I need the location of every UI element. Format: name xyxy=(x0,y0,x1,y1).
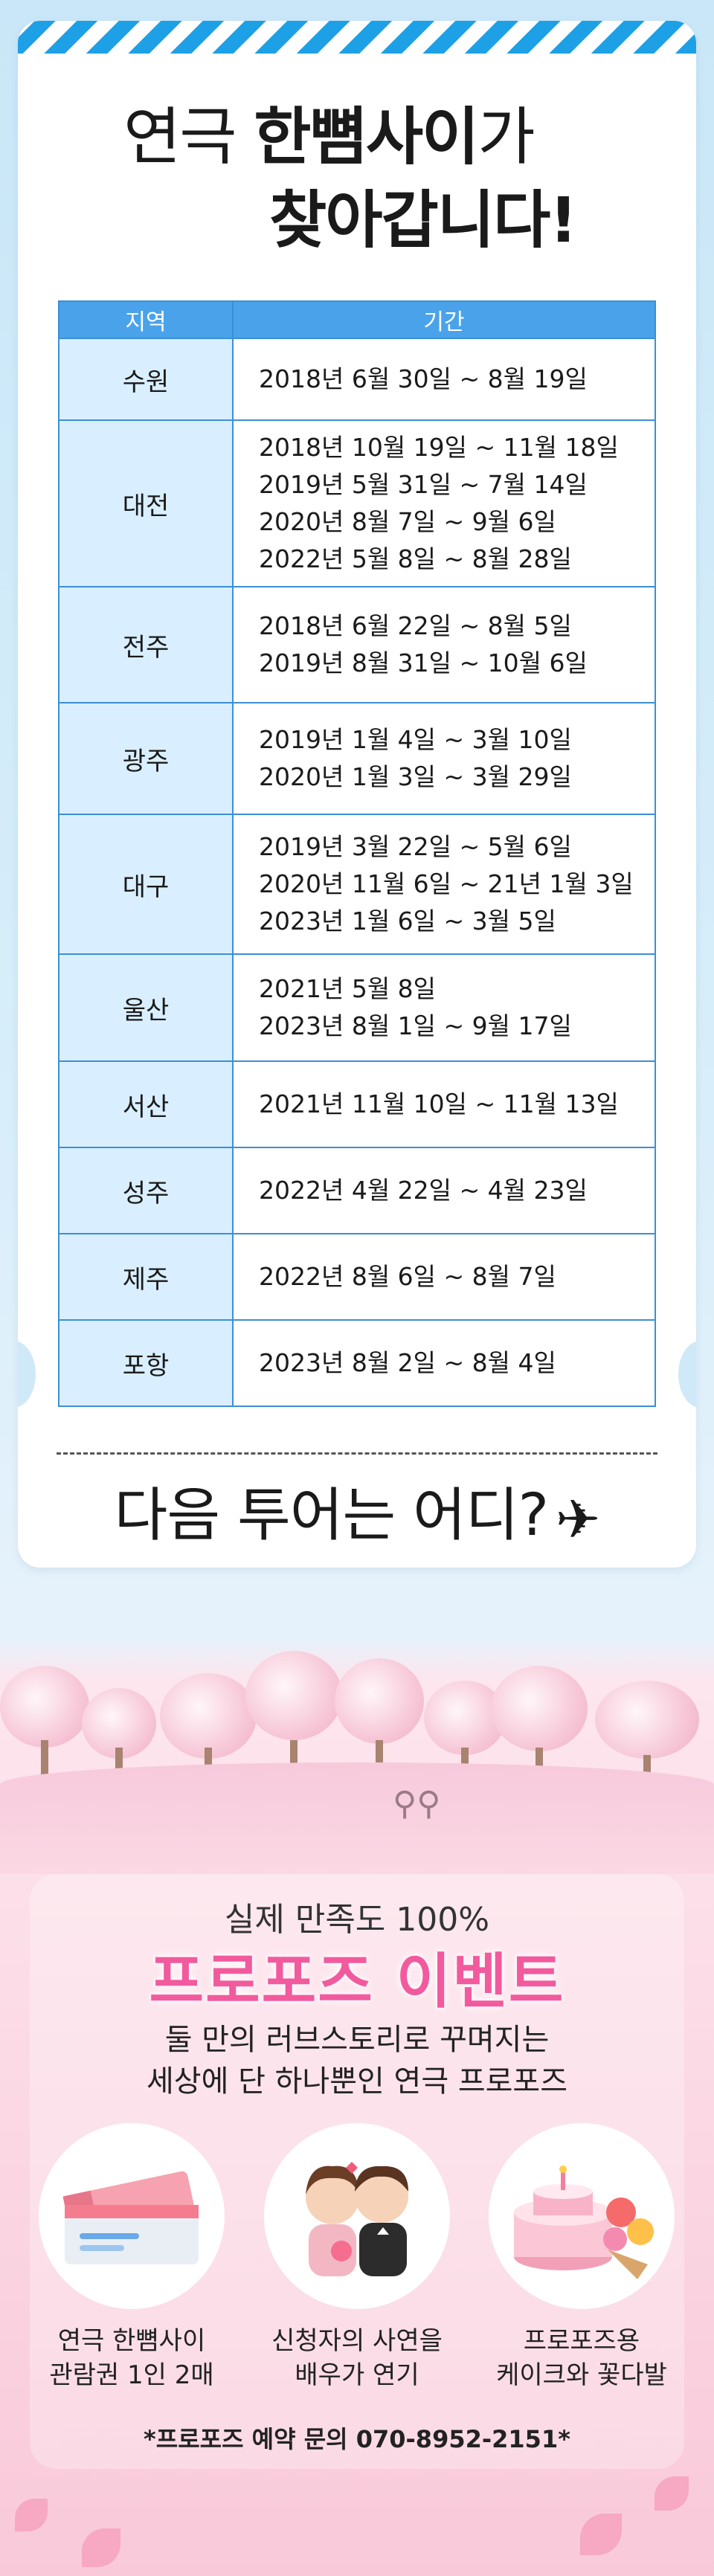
period-cell: 2018년 6월 30일 ~ 8월 19일 xyxy=(232,338,656,421)
blossom-tree xyxy=(0,1666,89,1792)
period-line: 2019년 8월 31일 ~ 10월 6일 xyxy=(259,648,588,677)
table-row: 제주 2022년 8월 6일 ~ 8월 7일 xyxy=(58,1233,656,1321)
region-cell: 성주 xyxy=(58,1147,234,1234)
period-cell: 2021년 11월 10일 ~ 11월 13일 xyxy=(232,1060,656,1148)
couple-icon xyxy=(264,2123,450,2309)
dashed-divider xyxy=(57,1452,657,1455)
event-title: 프로포즈 이벤트 xyxy=(149,1947,565,2016)
table-row: 전주 2018년 6월 22일 ~ 8월 5일 2019년 8월 31일 ~ 10월… xyxy=(58,586,656,703)
table-row: 서산 2021년 11월 10일 ~ 11월 13일 xyxy=(58,1060,656,1148)
event-description: 둘 만의 러브스토리로 꾸며지는 세상에 단 하나뿐인 연극 프로포즈 xyxy=(0,2019,714,2102)
next-tour-text: 다음 투어는 어디? xyxy=(114,1482,549,1549)
table-row: 울산 2021년 5월 8일 2023년 8월 1일 ~ 9월 17일 xyxy=(58,953,656,1062)
table-row: 수원 2018년 6월 30일 ~ 8월 19일 xyxy=(58,338,656,421)
period-line: 2020년 11월 6일 ~ 21년 1월 3일 xyxy=(259,869,634,898)
benefit-line1: 프로포즈용 xyxy=(523,2326,640,2356)
petal-decoration xyxy=(15,2499,48,2531)
event-subtitle: 실제 만족도 100% xyxy=(224,1901,490,1939)
petal-decoration xyxy=(654,2476,689,2511)
bicycle-icon: ⚲⚲ xyxy=(393,1785,441,1823)
title-line2: 찾아갑니다! xyxy=(269,184,578,257)
period-line: 2022년 8월 6일 ~ 8월 7일 xyxy=(259,1262,556,1291)
ticket-stripe-border xyxy=(18,21,696,54)
period-cell: 2018년 6월 22일 ~ 8월 5일 2019년 8월 31일 ~ 10월 6… xyxy=(232,586,656,703)
region-cell: 수원 xyxy=(58,338,234,421)
table-row: 대전 2018년 10월 19일 ~ 11월 18일 2019년 5월 31일 ~ … xyxy=(58,419,656,587)
blossom-tree xyxy=(595,1681,699,1807)
event-desc-line2: 세상에 단 하나뿐인 연극 프로포즈 xyxy=(146,2064,568,2099)
benefit-line2: 배우가 연기 xyxy=(295,2360,419,2390)
region-cell: 울산 xyxy=(58,953,234,1062)
tour-table-body: 수원 2018년 6월 30일 ~ 8월 19일 대전 2018년 10월 19일 ~… xyxy=(58,338,656,1407)
table-row: 성주 2022년 4월 22일 ~ 4월 23일 xyxy=(58,1147,656,1234)
tour-ticket-card: 연극 한뼘사이가 찾아갑니다! 지역 기간 수원 2018년 6월 30일 ~ 8… xyxy=(18,21,696,1568)
title-highlight: 한뼘사이 xyxy=(254,100,479,173)
period-line: 2018년 6월 22일 ~ 8월 5일 xyxy=(259,611,572,640)
period-line: 2022년 4월 22일 ~ 4월 23일 xyxy=(259,1176,588,1205)
period-line: 2021년 11월 10일 ~ 11월 13일 xyxy=(259,1089,619,1118)
period-line: 2020년 1월 3일 ~ 3월 29일 xyxy=(259,762,572,791)
petal-decoration xyxy=(82,2528,120,2567)
header-period: 기간 xyxy=(232,300,656,339)
period-line: 2023년 8월 1일 ~ 9월 17일 xyxy=(259,1011,572,1040)
ticket-notch-right xyxy=(678,1341,696,1408)
region-cell: 포항 xyxy=(58,1319,234,1407)
period-line: 2019년 5월 31일 ~ 7월 14일 xyxy=(259,470,588,499)
period-line: 2019년 1월 4일 ~ 3월 10일 xyxy=(259,725,572,754)
period-line: 2023년 8월 2일 ~ 8월 4일 xyxy=(259,1348,556,1377)
title-suffix: 가 xyxy=(477,100,535,173)
ticket-icon xyxy=(39,2123,225,2309)
period-line: 2019년 3월 22일 ~ 5월 6일 xyxy=(259,832,572,861)
petal-decoration xyxy=(580,2514,622,2555)
cherry-blossom-scene xyxy=(0,1643,714,1896)
pink-ground xyxy=(0,1762,714,1874)
region-cell: 대전 xyxy=(58,419,234,587)
region-cell: 제주 xyxy=(58,1233,234,1321)
region-cell: 대구 xyxy=(58,814,234,955)
benefit-label-cake: 프로포즈용 케이크와 꽃다발 xyxy=(470,2324,693,2392)
region-cell: 서산 xyxy=(58,1060,234,1148)
cake-flowers-icon xyxy=(489,2123,675,2309)
period-cell: 2022년 8월 6일 ~ 8월 7일 xyxy=(232,1233,656,1321)
period-line: 2018년 10월 19일 ~ 11월 18일 xyxy=(259,433,619,462)
period-cell: 2019년 1월 4일 ~ 3월 10일 2020년 1월 3일 ~ 3월 29일 xyxy=(232,702,656,815)
table-row: 광주 2019년 1월 4일 ~ 3월 10일 2020년 1월 3일 ~ 3월 2… xyxy=(58,702,656,815)
period-line: 2023년 1월 6일 ~ 3월 5일 xyxy=(259,907,556,936)
title-prefix: 연극 xyxy=(123,100,237,173)
period-line: 2021년 5월 8일 xyxy=(259,974,437,1003)
event-desc-line1: 둘 만의 러브스토리로 꾸며지는 xyxy=(164,2023,550,2057)
benefit-label-ticket: 연극 한뼘사이 관람권 1인 2매 xyxy=(20,2324,243,2392)
period-line: 2018년 6월 30일 ~ 8월 19일 xyxy=(259,364,588,393)
period-cell: 2018년 10월 19일 ~ 11월 18일 2019년 5월 31일 ~ 7월… xyxy=(232,419,656,587)
period-line: 2020년 8월 7일 ~ 9월 6일 xyxy=(259,507,556,536)
next-tour-heading: 다음 투어는 어디? ✈ xyxy=(18,1478,696,1556)
benefit-label-acting: 신청자의 사연을 배우가 연기 xyxy=(245,2324,469,2392)
period-line: 2022년 5월 8일 ~ 8월 28일 xyxy=(259,544,572,573)
region-cell: 광주 xyxy=(58,702,234,815)
benefit-line2: 케이크와 꽃다발 xyxy=(496,2360,667,2390)
header-region: 지역 xyxy=(58,300,234,339)
reservation-contact[interactable]: *프로포즈 예약 문의 070-8952-2151* xyxy=(144,2425,570,2453)
region-cell: 전주 xyxy=(58,586,234,703)
period-cell: 2021년 5월 8일 2023년 8월 1일 ~ 9월 17일 xyxy=(232,953,656,1062)
benefit-line2: 관람권 1인 2매 xyxy=(49,2360,214,2390)
ticket-notch-left xyxy=(18,1341,36,1408)
period-cell: 2022년 4월 22일 ~ 4월 23일 xyxy=(232,1147,656,1234)
blossom-tree xyxy=(82,1688,156,1800)
table-row: 포항 2023년 8월 2일 ~ 8월 4일 xyxy=(58,1319,656,1407)
benefit-line1: 신청자의 사연을 xyxy=(271,2326,443,2356)
airplane-icon: ✈ xyxy=(555,1487,600,1551)
benefit-line1: 연극 한뼘사이 xyxy=(57,2326,206,2356)
period-cell: 2019년 3월 22일 ~ 5월 6일 2020년 11월 6일 ~ 21년 1… xyxy=(232,814,656,955)
table-row: 대구 2019년 3월 22일 ~ 5월 6일 2020년 11월 6일 ~ 21년… xyxy=(58,814,656,955)
period-cell: 2023년 8월 2일 ~ 8월 4일 xyxy=(232,1319,656,1407)
tour-schedule-table: 지역 기간 수원 2018년 6월 30일 ~ 8월 19일 대전 2018년 10월… xyxy=(58,300,656,1407)
